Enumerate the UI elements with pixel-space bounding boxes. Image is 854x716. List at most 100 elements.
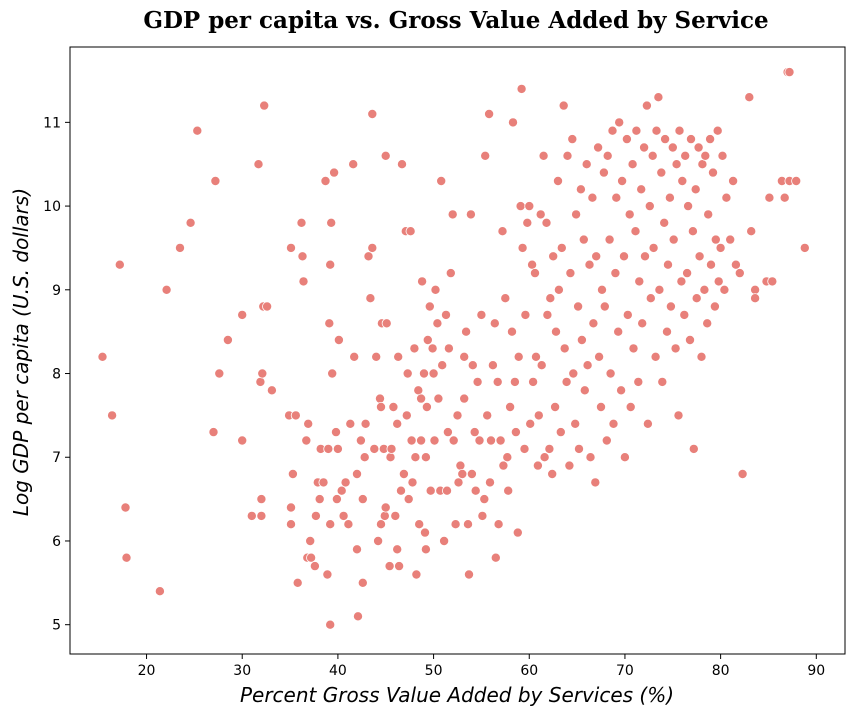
scatter-point xyxy=(674,125,685,136)
scatter-point xyxy=(539,452,550,463)
scatter-point xyxy=(427,343,438,354)
scatter-point xyxy=(429,435,440,446)
scatter-point xyxy=(419,527,430,538)
scatter-point xyxy=(405,226,416,237)
scatter-point xyxy=(624,209,635,220)
scatter-point xyxy=(497,226,508,237)
scatter-point xyxy=(373,536,384,547)
scatter-point xyxy=(503,485,514,496)
scatter-point xyxy=(442,427,453,438)
scatter-point xyxy=(597,284,608,295)
scatter-point xyxy=(744,92,755,103)
scatter-point xyxy=(374,393,385,404)
scatter-point xyxy=(715,242,726,253)
scatter-point xyxy=(430,284,441,295)
scatter-point xyxy=(351,544,362,555)
scatter-point xyxy=(551,326,562,337)
scatter-point xyxy=(581,159,592,170)
scatter-point xyxy=(510,427,521,438)
scatter-point xyxy=(617,175,628,186)
scatter-point xyxy=(416,435,427,446)
scatter-point xyxy=(489,318,500,329)
scatter-point xyxy=(779,192,790,203)
scatter-point xyxy=(590,477,601,488)
scatter-point xyxy=(340,477,351,488)
scatter-point xyxy=(121,552,132,563)
scatter-point xyxy=(791,175,802,186)
scatter-point xyxy=(633,376,644,387)
scatter-point xyxy=(607,125,618,136)
scatter-point xyxy=(730,259,741,270)
scatter-point xyxy=(532,460,543,471)
scatter-point xyxy=(687,226,698,237)
scatter-point xyxy=(484,477,495,488)
scatter-point xyxy=(222,334,233,345)
scatter-point xyxy=(214,368,225,379)
scatter-point xyxy=(721,192,732,203)
scatter-point xyxy=(303,418,314,429)
scatter-point xyxy=(425,485,436,496)
scatter-point xyxy=(693,142,704,153)
scatter-point xyxy=(683,201,694,212)
x-tick-label: 90 xyxy=(807,663,825,679)
scatter-point xyxy=(686,134,697,145)
scatter-point xyxy=(210,175,221,186)
scatter-point xyxy=(524,201,535,212)
scatter-point xyxy=(679,309,690,320)
scatter-point xyxy=(561,376,572,387)
scatter-point xyxy=(750,293,761,304)
scatter-point xyxy=(519,443,530,454)
scatter-point xyxy=(392,544,403,555)
scatter-point xyxy=(380,502,391,513)
scatter-point xyxy=(665,301,676,312)
scatter-point xyxy=(584,259,595,270)
scatter-point xyxy=(97,351,108,362)
scatter-point xyxy=(548,251,559,262)
scatter-point xyxy=(422,334,433,345)
scatter-point xyxy=(670,343,681,354)
scatter-point xyxy=(700,150,711,161)
scatter-point xyxy=(459,393,470,404)
scatter-point xyxy=(185,217,196,228)
scatter-point xyxy=(542,309,553,320)
scatter-point xyxy=(564,460,575,471)
scatter-point xyxy=(594,351,605,362)
scatter-point xyxy=(381,318,392,329)
scatter-point xyxy=(417,276,428,287)
scatter-point xyxy=(558,100,569,111)
scatter-point xyxy=(322,569,333,580)
scatter-point xyxy=(708,167,719,178)
scatter-point xyxy=(639,142,650,153)
scatter-point xyxy=(605,368,616,379)
scatter-point xyxy=(680,150,691,161)
scatter-point xyxy=(161,284,172,295)
scatter-point xyxy=(527,259,538,270)
scatter-point xyxy=(653,92,664,103)
scatter-point xyxy=(512,527,523,538)
scatter-point xyxy=(634,276,645,287)
scatter-point xyxy=(174,242,185,253)
scatter-point xyxy=(463,569,474,580)
scatter-point xyxy=(630,226,641,237)
scatter-point xyxy=(691,293,702,304)
scatter-point xyxy=(579,385,590,396)
scatter-point xyxy=(611,192,622,203)
scatter-point xyxy=(472,376,483,387)
scatter-point xyxy=(436,175,447,186)
scatter-point xyxy=(706,259,717,270)
scatter-point xyxy=(621,134,632,145)
scatter-point xyxy=(469,427,480,438)
scatter-point xyxy=(349,351,360,362)
scatter-point xyxy=(325,259,336,270)
scatter-point xyxy=(697,159,708,170)
scatter-point xyxy=(734,268,745,279)
scatter-point xyxy=(443,343,454,354)
scatter-point xyxy=(257,368,268,379)
x-axis: 20 30 40 50 60 70 80 90 xyxy=(138,654,825,679)
scatter-point xyxy=(298,276,309,287)
scatter-point xyxy=(699,284,710,295)
scatter-point xyxy=(637,318,648,329)
scatter-point xyxy=(259,100,270,111)
scatter-point xyxy=(365,293,376,304)
